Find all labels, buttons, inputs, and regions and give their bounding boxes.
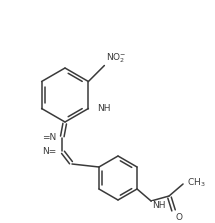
Text: N=: N= [42,147,56,155]
Text: O: O [175,213,182,221]
Text: CH$_3$: CH$_3$ [187,177,206,189]
Text: NH: NH [152,200,166,209]
Text: =N: =N [42,134,56,142]
Text: NH: NH [97,104,111,113]
Text: NO$_2^{-}$: NO$_2^{-}$ [106,52,127,65]
